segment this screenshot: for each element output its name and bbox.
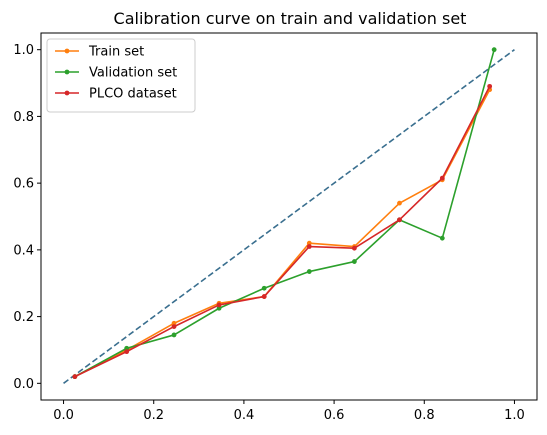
chart-title: Calibration curve on train and validatio… [114,9,467,28]
series-line-plco-dataset [74,86,491,378]
x-tick-label: 0.4 [234,408,255,423]
data-point-validation-set [171,332,177,338]
plot-area: 0.0 0.2 0.4 0.6 0.8 1.0 0.0 0.2 0.4 0.6 0.8 1.0 [13,32,538,423]
y-tick-label: 1.0 [13,43,34,58]
data-point-plco-dataset [351,245,357,251]
data-point-plco-dataset [306,244,312,249]
data-point-plco-dataset [216,302,222,308]
y-tick-label: 0.2 [13,310,34,325]
data-point-validation-set [261,285,267,291]
data-point-plco-dataset [261,294,267,299]
legend-label-validation-set: Validation set [89,66,177,81]
data-point-train-set [171,320,177,326]
series-line-validation-set [74,49,495,378]
y-tick-label: 0.6 [13,177,34,192]
legend-label-plco-dataset: PLCO dataset [89,87,177,102]
legend-box [46,38,196,113]
data-point-plco-dataset [171,324,177,329]
data-point-plco-dataset [397,217,402,223]
data-point-validation-set [491,47,497,53]
data-point-plco-dataset [439,175,445,181]
data-point-validation-set [439,235,445,241]
data-point-validation-set [351,259,357,264]
data-point-validation-set [216,305,222,311]
x-tick-label: 0.6 [324,408,345,423]
series-line-train-set [74,89,491,378]
axes-frame [40,32,538,401]
legend-marker-plco-dataset [64,90,70,96]
x-tick-label: 1.0 [504,408,525,423]
data-point-validation-set [306,269,312,274]
data-point-plco-dataset [72,374,78,380]
data-point-plco-dataset [124,349,130,355]
y-tick-label: 0.0 [13,377,34,392]
legend-marker-validation-set [64,69,70,75]
legend-label-train-set: Train set [88,45,144,60]
y-tick-label: 0.8 [13,110,34,125]
x-tick-label: 0.2 [143,408,164,423]
reference-diagonal-line [63,49,515,384]
x-tick-label: 0.8 [414,408,435,423]
data-point-train-set [306,240,312,246]
x-tick-label: 0.0 [53,408,74,423]
legend-marker-train-set [64,48,70,54]
y-tick-label: 0.4 [13,243,34,258]
data-point-validation-set [124,345,130,351]
data-point-train-set [397,200,402,206]
legend: Train set Validation set PLCO dataset [46,38,196,113]
data-point-plco-dataset [487,83,493,89]
